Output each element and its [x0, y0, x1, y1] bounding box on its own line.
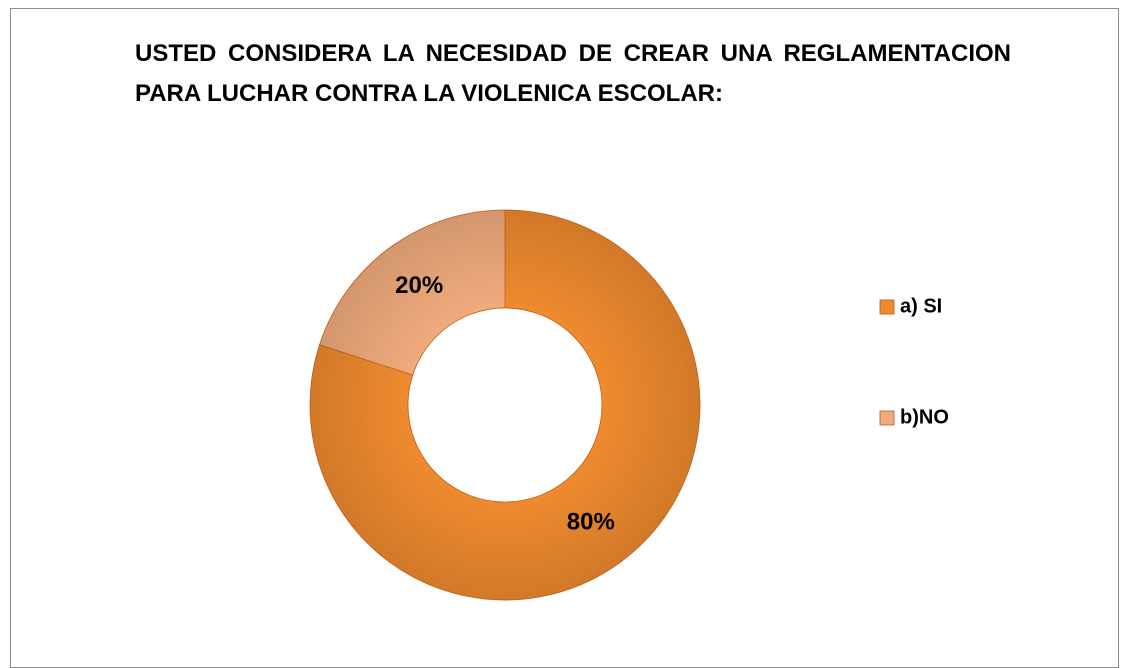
legend-label: b)NO [900, 406, 949, 428]
donut-hole [407, 307, 603, 503]
legend-label: a) SI [900, 295, 942, 317]
legend-swatch [879, 299, 895, 315]
legend-swatch [879, 410, 895, 426]
chart-title: USTED CONSIDERA LA NECESIDAD DE CREAR UN… [135, 40, 1011, 107]
data-label: 20% [395, 272, 443, 299]
data-label: 80% [567, 508, 615, 535]
